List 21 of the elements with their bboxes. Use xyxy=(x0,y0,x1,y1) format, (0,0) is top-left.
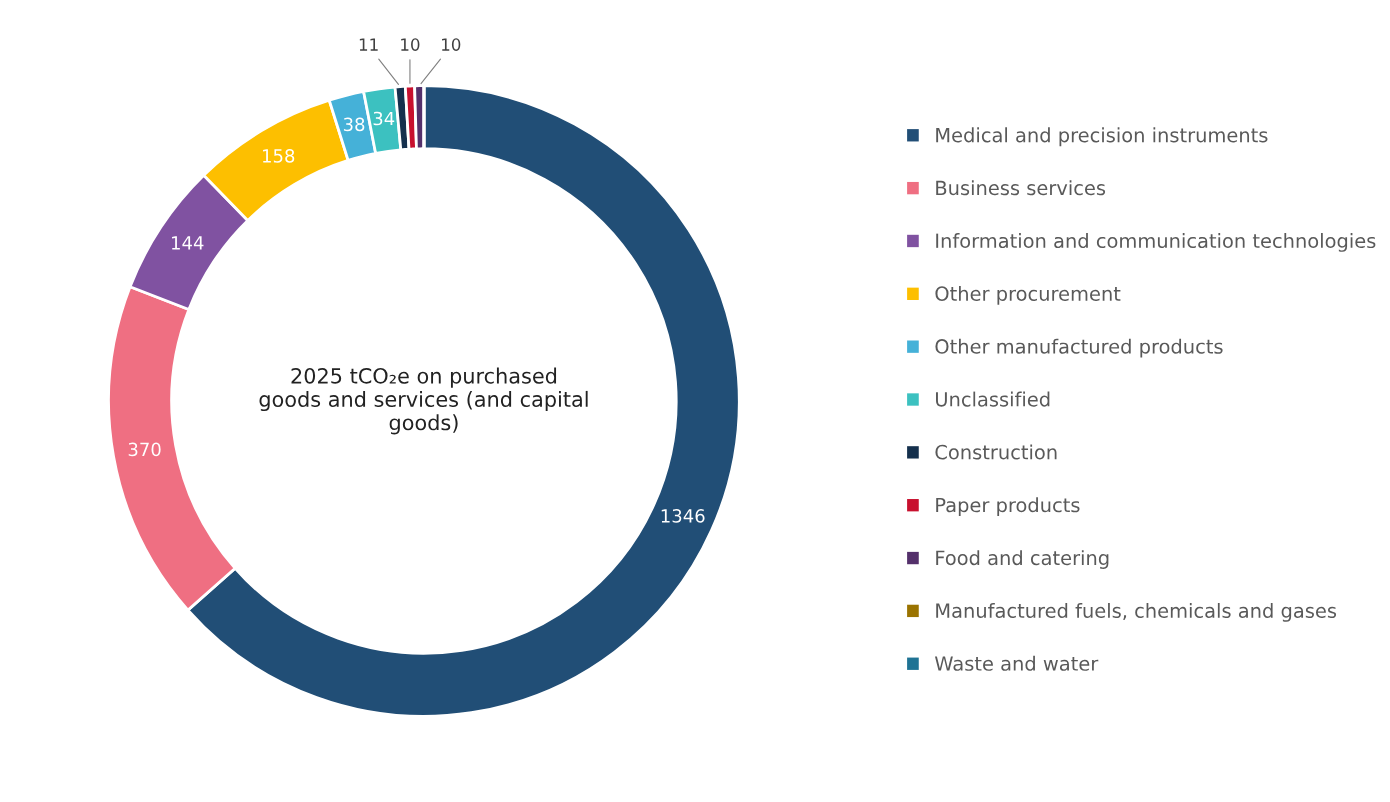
legend-label: Waste and water xyxy=(934,655,1099,671)
legend-label: Information and communication technologies xyxy=(936,233,1376,252)
legend-label: Medical and precision instruments xyxy=(936,127,1268,147)
legend-label: Paper products xyxy=(936,497,1080,517)
data-label: 10 xyxy=(442,38,461,51)
legend-label: Business services xyxy=(936,180,1106,196)
data-label: 38 xyxy=(343,117,365,132)
data-label: 10 xyxy=(401,38,420,51)
legend-label: Unclassified xyxy=(936,391,1050,407)
legend-label: Other manufactured products xyxy=(935,338,1223,358)
legend-label: Construction xyxy=(935,444,1057,460)
data-label: 11 xyxy=(359,38,378,51)
data-label: 1346 xyxy=(661,509,705,523)
legend-label: Other procurement xyxy=(935,285,1121,305)
data-label: 158 xyxy=(263,149,295,163)
text: 2025 tCO₂e on purchased goods and services (and capital goods) xyxy=(259,367,588,435)
data-label: 144 xyxy=(172,236,204,250)
data-label: 34 xyxy=(373,111,395,126)
legend-label: Food and catering xyxy=(936,550,1109,569)
data-label: 370 xyxy=(128,442,161,457)
legend-label: Manufactured fuels, chemicals and gases xyxy=(936,602,1337,622)
